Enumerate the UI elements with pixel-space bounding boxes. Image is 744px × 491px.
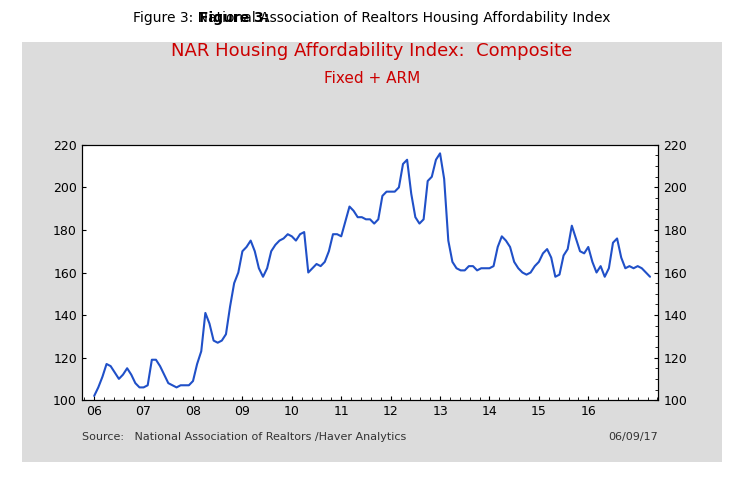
Text: Source:   National Association of Realtors /Haver Analytics: Source: National Association of Realtors…: [82, 432, 406, 442]
Text: Figure 3: National Association of Realtors Housing Affordability Index: Figure 3: National Association of Realto…: [133, 11, 611, 25]
Text: 06/09/17: 06/09/17: [609, 432, 658, 442]
Text: NAR Housing Affordability Index:  Composite: NAR Housing Affordability Index: Composi…: [171, 42, 573, 60]
Text: Fixed + ARM: Fixed + ARM: [324, 71, 420, 86]
Text: Figure 3:: Figure 3:: [199, 11, 269, 25]
